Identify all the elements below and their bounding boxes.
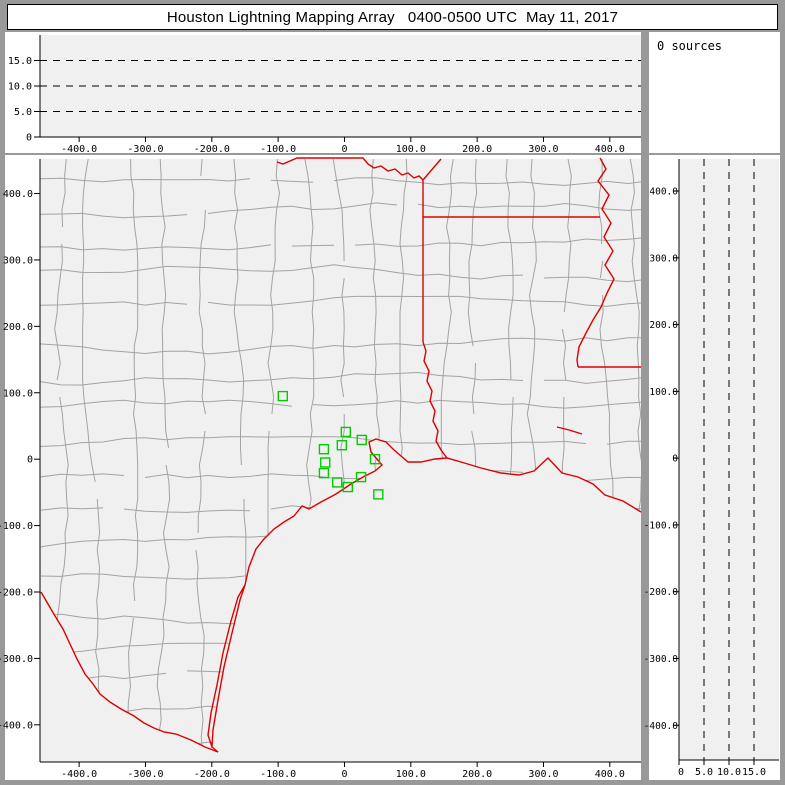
border-mississippi_river	[576, 157, 615, 368]
station-marker	[318, 444, 330, 455]
tick-label: 5.0	[695, 767, 713, 778]
tick-label: -400.0	[61, 144, 97, 155]
tick-label: -400.0	[0, 720, 33, 731]
tick-label: 200.0	[462, 144, 492, 155]
border-red_river_tx_ok	[276, 157, 442, 182]
border-laguna_madre	[207, 584, 246, 748]
tick-label: 200.0	[3, 322, 33, 333]
tick-label: 0	[27, 455, 33, 466]
station-marker	[340, 426, 352, 438]
tick-label: 0	[672, 454, 678, 465]
tick-label: 0	[341, 769, 347, 780]
tick-label: 15.0	[8, 56, 32, 67]
tick-label: 15.0	[742, 767, 766, 778]
tick-label: 200.0	[462, 769, 492, 780]
tick-label: 300.0	[528, 769, 558, 780]
tick-label: -300.0	[644, 654, 679, 665]
station-marker	[331, 477, 343, 488]
sources-count-panel: 0 sources	[649, 32, 780, 153]
tick-label: 10.0	[8, 82, 32, 93]
tick-label: -200.0	[194, 769, 230, 780]
tick-label: -300.0	[127, 769, 163, 780]
tick-label: -200.0	[194, 144, 230, 155]
tick-label: -100.0	[260, 769, 296, 780]
station-marker	[342, 481, 353, 493]
plan-view-map-plot[interactable]: 400.0 300.0 200.0 100.0 0 -100.0 -200.0 -300.0 -…	[0, 155, 642, 780]
page-title: Houston Lightning Mapping Array 0400-050…	[166, 8, 619, 26]
tick-label: 0	[26, 133, 32, 144]
tick-label: 200.0	[649, 320, 678, 331]
tick-label: 0	[678, 767, 684, 778]
tick-label: 400.0	[595, 769, 625, 780]
station-marker	[373, 489, 384, 500]
tick-label: -300.0	[127, 144, 163, 155]
station-marker	[355, 471, 367, 483]
tick-label: -300.0	[0, 654, 33, 665]
map-plot-area[interactable]	[40, 159, 641, 762]
tick-label: -100.0	[0, 521, 33, 532]
state-borders	[40, 157, 642, 753]
tick-label: 400.0	[3, 189, 33, 200]
plan-view-map-panel: 400.0 300.0 200.0 100.0 0 -100.0 -200.0 -300.0 -…	[0, 155, 642, 780]
tick-label: 300.0	[528, 144, 558, 155]
ns-altitude-plot[interactable]: 400.0 300.0 200.0 100.0 0 -100.0 -200.0 -300.0 -…	[644, 155, 780, 780]
station-marker	[320, 457, 331, 468]
tick-label: 400.0	[649, 187, 678, 198]
tick-label: 100.0	[396, 769, 426, 780]
tick-label: 400.0	[595, 144, 625, 155]
tick-label: 100.0	[396, 144, 426, 155]
tick-label: 100.0	[649, 387, 678, 398]
tick-label: 0	[341, 144, 347, 155]
border-coastline	[211, 438, 642, 753]
tick-label: 300.0	[3, 255, 33, 266]
border-rio_grande	[40, 591, 219, 753]
station-marker	[356, 434, 367, 446]
tick-label: 10.0	[717, 767, 741, 778]
tick-label: -400.0	[61, 769, 97, 780]
tick-label: -100.0	[260, 144, 296, 155]
station-marker	[277, 390, 288, 402]
border-se_la_detail	[556, 426, 583, 435]
tick-label: -400.0	[644, 721, 679, 732]
station-marker	[369, 453, 381, 465]
border-sabine_river	[422, 341, 448, 459]
sources-count-label: 0 sources	[657, 39, 723, 53]
ew-altitude-plot[interactable]: 0 5.0 10.0 15.0 -400.0 -300.0 -200.0 -100.0 0 100…	[5, 32, 641, 155]
tick-label: 300.0	[649, 253, 678, 264]
ns-altitude-panel: 400.0 300.0 200.0 100.0 0 -100.0 -200.0 -300.0 -…	[644, 155, 780, 780]
tick-label: -200.0	[0, 587, 33, 598]
tick-label: -200.0	[644, 587, 679, 598]
title-bar: Houston Lightning Mapping Array 0400-050…	[7, 4, 778, 30]
tick-label: 100.0	[3, 388, 33, 399]
tick-label: -100.0	[644, 520, 679, 531]
lma-stations	[277, 390, 384, 500]
ew-altitude-panel: 0 5.0 10.0 15.0 -400.0 -300.0 -200.0 -100.0 0 100…	[5, 32, 641, 155]
tick-label: 5.0	[14, 107, 32, 118]
station-marker	[318, 467, 330, 479]
station-marker	[336, 440, 348, 451]
